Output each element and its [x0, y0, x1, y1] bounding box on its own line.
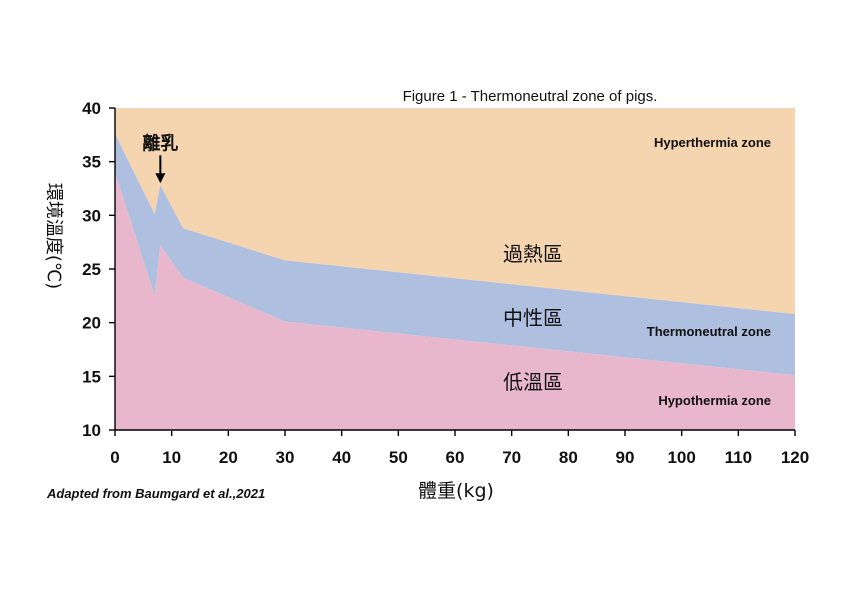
y-axis-label: 環境溫度(℃) — [43, 183, 64, 289]
axes: 0 10 20 30 40 50 60 70 80 90 100 110 120 10 15 20 25 30 3… — [82, 99, 809, 467]
hyperthermia-zone-label: Hyperthermia zone — [654, 135, 771, 150]
x-tick-label: 90 — [616, 448, 635, 467]
y-tick-label: 20 — [82, 314, 101, 333]
x-tick-label: 60 — [446, 448, 465, 467]
y-ticks: 10 15 20 25 30 35 40 — [82, 99, 115, 440]
x-tick-label: 0 — [110, 448, 119, 467]
thermoneutral-zone-cn-label: 中性區 — [503, 306, 563, 330]
y-tick-label: 30 — [82, 206, 101, 225]
x-tick-label: 50 — [389, 448, 408, 467]
y-tick-label: 25 — [82, 260, 101, 279]
x-tick-label: 20 — [219, 448, 238, 467]
x-ticks: 0 10 20 30 40 50 60 70 80 90 100 110 120 — [110, 430, 809, 467]
hyperthermia-zone-cn-label: 過熱區 — [503, 242, 563, 266]
hypothermia-zone-cn-label: 低溫區 — [503, 370, 563, 394]
chart-title: Figure 1 - Thermoneutral zone of pigs. — [403, 88, 658, 105]
x-tick-label: 100 — [667, 448, 695, 467]
y-tick-label: 10 — [82, 421, 101, 440]
y-tick-label: 15 — [82, 367, 101, 386]
zone-areas — [115, 108, 795, 430]
x-tick-label: 10 — [162, 448, 181, 467]
hypothermia-zone-area — [115, 172, 795, 430]
hyperthermia-zone-area — [115, 108, 795, 315]
x-tick-label: 40 — [332, 448, 351, 467]
x-tick-label: 80 — [559, 448, 578, 467]
y-tick-label: 35 — [82, 153, 101, 172]
weaning-annotation-label: 離乳 — [142, 132, 178, 154]
x-tick-label: 30 — [276, 448, 295, 467]
thermoneutral-zone-area — [115, 133, 795, 376]
x-tick-label: 70 — [502, 448, 521, 467]
y-tick-label: 40 — [82, 99, 101, 118]
hypothermia-zone-label: Hypothermia zone — [658, 393, 771, 408]
thermoneutral-zone-label: Thermoneutral zone — [647, 324, 771, 339]
x-tick-label: 120 — [781, 448, 809, 467]
x-tick-label: 110 — [725, 448, 752, 467]
x-axis-label: 體重(kg) — [418, 480, 494, 502]
source-credit: Adapted from Baumgard et al.,2021 — [46, 486, 265, 501]
weaning-arrow-head — [155, 173, 166, 184]
